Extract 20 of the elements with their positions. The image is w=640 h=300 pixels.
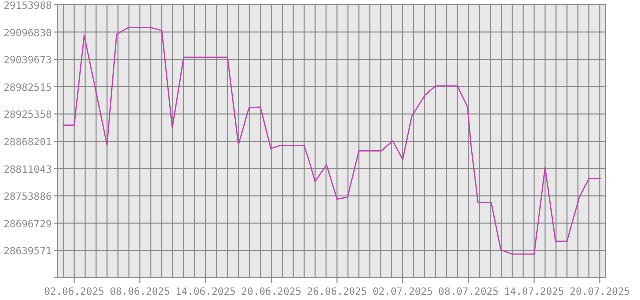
y-tick-label: 28925358: [4, 110, 52, 122]
x-tick-label: 20.06.2025: [241, 287, 302, 298]
x-tick-label: 08.06.2025: [110, 287, 170, 298]
y-tick-label: 28868201: [4, 138, 52, 148]
y-tick-label: 29153988: [4, 1, 52, 12]
y-tick-label: 28696729: [4, 219, 52, 230]
y-tick-label: 28982515: [4, 82, 52, 94]
x-tick-label: 02.06.2025: [44, 287, 105, 298]
x-tick-label: 14.07.2025: [504, 287, 564, 298]
x-tick-label: 26.06.2025: [307, 287, 368, 298]
x-tick-label: 08.07.2025: [438, 287, 499, 298]
x-tick-label: 14.06.2025: [176, 287, 236, 298]
line-series: [62, 27, 602, 255]
y-tick-label: 29096830: [4, 28, 52, 40]
y-tick-label: 28811043: [4, 164, 52, 176]
x-tick-label: 02.07.2025: [372, 287, 434, 298]
y-tick-label: 28639571: [4, 246, 52, 258]
y-tick-label: 28753886: [4, 192, 52, 204]
x-tick-label: 20.07.2025: [570, 287, 630, 298]
y-tick-label: 29039673: [4, 56, 52, 67]
